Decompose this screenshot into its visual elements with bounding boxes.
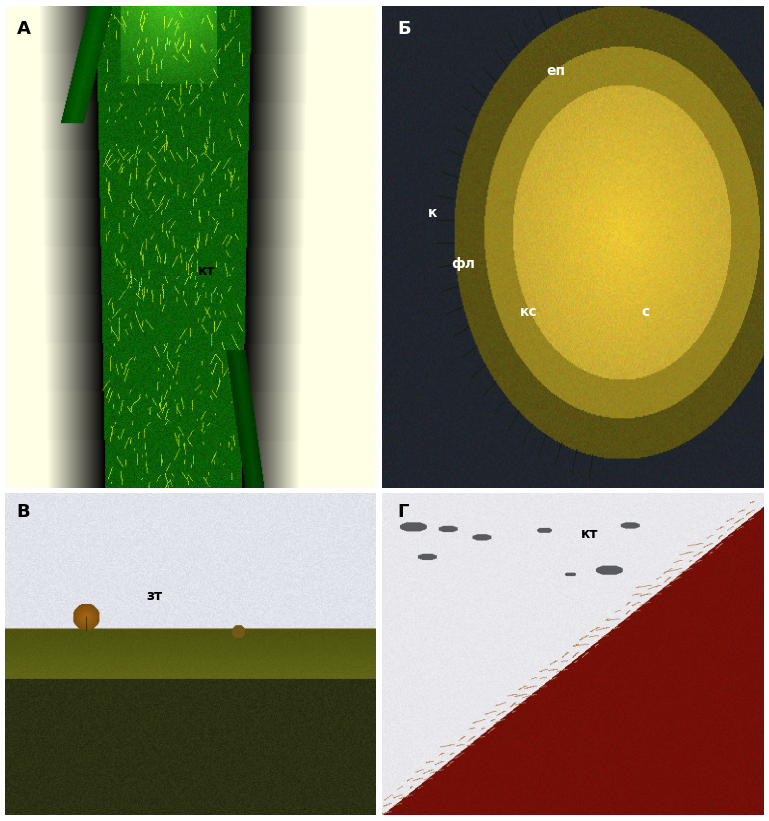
Text: к: к bbox=[428, 206, 438, 220]
Text: кт: кт bbox=[581, 526, 598, 541]
Text: кс: кс bbox=[520, 305, 537, 319]
Text: фл: фл bbox=[451, 257, 474, 271]
Text: зт: зт bbox=[146, 589, 162, 603]
Text: с: с bbox=[641, 305, 650, 319]
Text: Б: Б bbox=[398, 21, 411, 39]
Text: Г: Г bbox=[398, 503, 409, 521]
Text: кт: кт bbox=[198, 264, 215, 278]
Text: еп: еп bbox=[546, 64, 565, 78]
Text: А: А bbox=[16, 21, 31, 39]
Text: В: В bbox=[16, 503, 30, 521]
